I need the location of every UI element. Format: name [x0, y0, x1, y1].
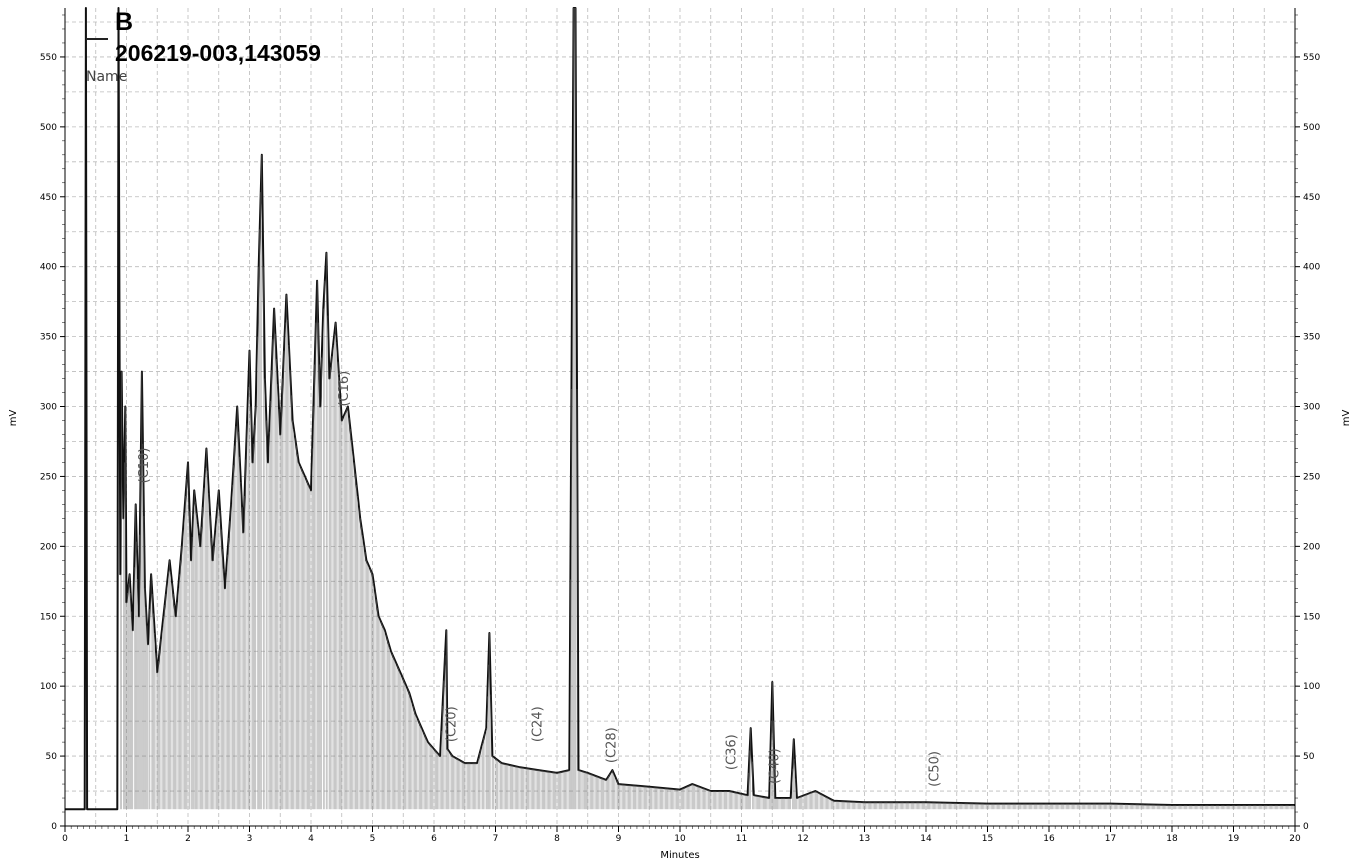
y-tick-label-left: 100: [40, 682, 57, 692]
x-tick-label: 19: [1228, 834, 1240, 844]
x-tick-label: 17: [1105, 834, 1116, 844]
peak-annotations: (C10) (C16) (C20) (C24) (C28) (C36) (C40) (C50): [137, 371, 942, 787]
y-tick-label-right: 400: [1303, 263, 1320, 273]
axes: 0 1 2 3 4 5 6 7 8 9 10 11 12 13 14 15 16 17 18 19 200 050 5010…: [40, 8, 1320, 844]
peak-label: (C50): [927, 751, 942, 787]
x-tick-label: 13: [859, 834, 870, 844]
y-tick-label-left: 350: [40, 333, 57, 343]
x-tick-label: 7: [493, 834, 499, 844]
y-tick-label-right: 150: [1303, 612, 1320, 622]
y-tick-label-right: 250: [1303, 472, 1320, 482]
x-tick-label: 14: [920, 834, 932, 844]
y-tick-label-left: 500: [40, 123, 57, 133]
y-tick-label-left: 550: [40, 53, 57, 63]
y-tick-label-right: 500: [1303, 123, 1320, 133]
x-tick-label: 15: [982, 834, 993, 844]
x-tick-label: 0: [62, 834, 68, 844]
y-tick-label-left: 400: [40, 263, 57, 273]
y-tick-label-right: 50: [1303, 752, 1315, 762]
legend-title: B: [115, 8, 134, 36]
y-tick-label-right: 300: [1303, 403, 1320, 413]
y-tick-label-left: 50: [46, 752, 58, 762]
y-axis-label-left: mV: [8, 410, 19, 427]
x-tick-label: 1: [124, 834, 130, 844]
peak-label: (C36): [724, 734, 739, 770]
legend-series-name: 206219-003,143059: [115, 40, 321, 66]
series-line: [65, 7, 1295, 811]
y-tick-label-right: 0: [1303, 822, 1309, 832]
y-tick-label-left: 200: [40, 542, 57, 552]
peak-label: (C40): [767, 748, 782, 784]
x-tick-label: 12: [797, 834, 808, 844]
y-tick-label-left: 300: [40, 403, 57, 413]
peak-label: (C28): [604, 727, 619, 763]
y-axis-label-right: mV: [1341, 410, 1352, 427]
y-tick-label-left: 250: [40, 472, 57, 482]
x-tick-label: 4: [308, 834, 314, 844]
y-tick-label-left: 0: [51, 822, 57, 832]
y-tick-label-right: 550: [1303, 53, 1320, 63]
peak-label: (C20): [445, 706, 460, 742]
peak-label: (C16): [337, 371, 352, 407]
y-tick-label-right: 450: [1303, 193, 1320, 203]
x-tick-label: 10: [674, 834, 686, 844]
y-tick-label-right: 200: [1303, 542, 1320, 552]
x-tick-label: 9: [616, 834, 622, 844]
peak-label: (C10): [137, 448, 152, 484]
x-tick-label: 16: [1043, 834, 1055, 844]
x-tick-label: 3: [247, 834, 253, 844]
y-tick-label-left: 150: [40, 612, 57, 622]
y-tick-label-left: 450: [40, 193, 57, 203]
x-tick-label: 11: [736, 834, 747, 844]
x-tick-label: 2: [185, 834, 191, 844]
x-tick-label: 5: [370, 834, 376, 844]
y-tick-label-right: 100: [1303, 682, 1320, 692]
legend-column-header: Name: [86, 69, 128, 85]
x-tick-label: 20: [1289, 834, 1301, 844]
x-axis-label: Minutes: [660, 850, 699, 861]
x-tick-label: 18: [1166, 834, 1178, 844]
x-tick-label: 8: [554, 834, 560, 844]
legend-swatch: [86, 38, 108, 40]
x-tick-label: 6: [431, 834, 437, 844]
chromatogram-trace: [65, 7, 1295, 811]
peak-label: (C24): [531, 706, 546, 742]
y-tick-label-right: 350: [1303, 333, 1320, 343]
